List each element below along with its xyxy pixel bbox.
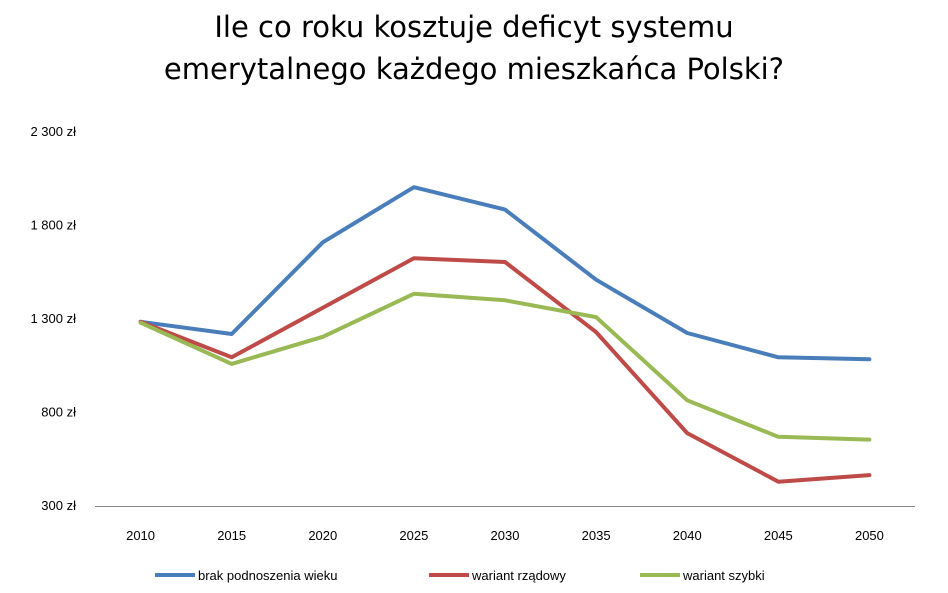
chart-title-line-1: Ile co roku kosztuje deficyt systemu <box>214 10 734 44</box>
chart-title: Ile co roku kosztuje deficyt systemu eme… <box>0 6 948 90</box>
x-tick-label: 2045 <box>764 528 793 543</box>
series-line-2 <box>138 256 872 484</box>
y-tick-label: 2 300 zł <box>30 124 76 139</box>
legend: brak podnoszenia wieku wariant rządowy war… <box>155 568 765 583</box>
x-tick-label: 2035 <box>582 528 611 543</box>
series-line-3 <box>138 291 872 442</box>
x-tick-label: 2010 <box>126 528 155 543</box>
x-tick-label: 2015 <box>217 528 246 543</box>
x-tick-label: 2020 <box>308 528 337 543</box>
y-tick-label: 1 800 zł <box>30 218 76 233</box>
x-tick-label: 2025 <box>399 528 428 543</box>
y-tick-label: 300 zł <box>41 498 76 513</box>
legend-label-3: wariant szybki <box>682 568 765 583</box>
x-tick-label: 2030 <box>491 528 520 543</box>
chart-title-line-2: emerytalnego każdego mieszkańca Polski? <box>163 52 785 86</box>
y-axis: 300 zł 800 zł 1 300 zł 1 800 zł 2 300 zł <box>30 124 76 513</box>
x-tick-label: 2050 <box>855 528 884 543</box>
legend-label-2: wariant rządowy <box>471 568 566 583</box>
y-tick-label: 1 300 zł <box>30 311 76 326</box>
x-tick-label: 2040 <box>673 528 702 543</box>
x-axis: 2010 2015 2020 2025 2030 2035 2040 2045 2050 <box>126 528 884 543</box>
legend-label-1: brak podnoszenia wieku <box>198 568 337 583</box>
y-tick-label: 800 zł <box>41 405 76 420</box>
series-lines <box>138 185 872 484</box>
series-line-1 <box>138 185 872 362</box>
